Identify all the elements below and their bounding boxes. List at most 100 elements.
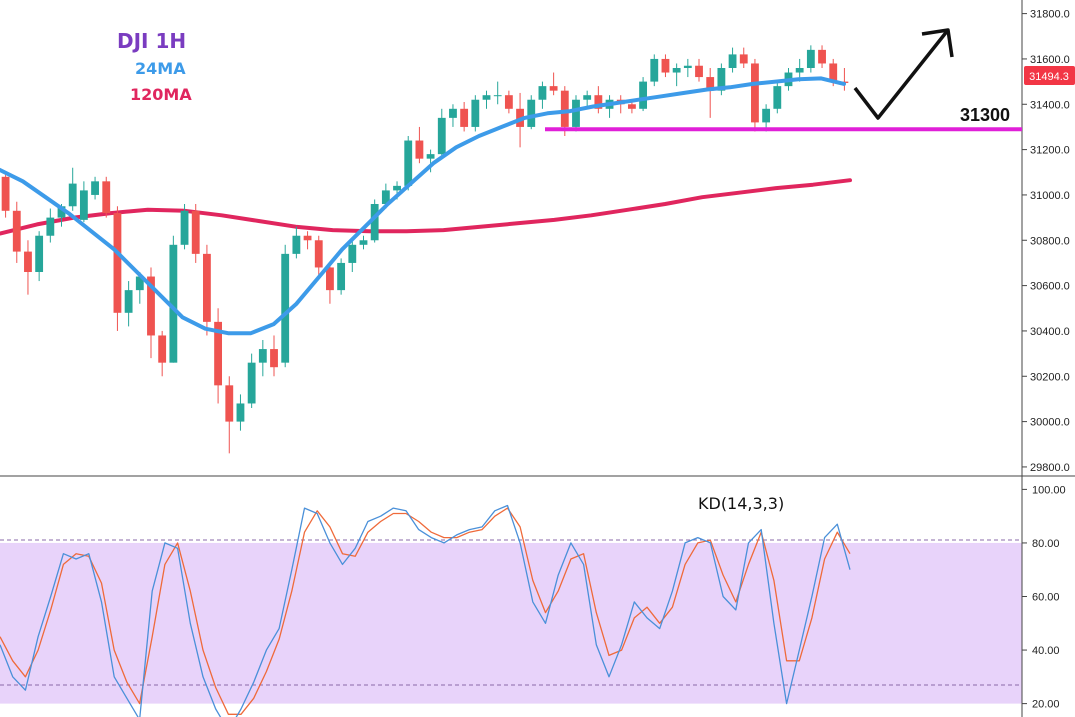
candle-body xyxy=(124,290,133,313)
candle-body xyxy=(460,108,469,127)
candle-body xyxy=(728,54,737,68)
candlestick-series xyxy=(1,45,849,454)
legend-ma120: 120MA xyxy=(130,85,192,104)
price-tick-label: 31600.0 xyxy=(1030,54,1070,66)
candle-body xyxy=(24,251,32,272)
candle-body xyxy=(773,86,782,109)
candle-body xyxy=(639,81,648,109)
candle-body xyxy=(102,181,111,214)
candle-body xyxy=(695,65,703,78)
candle-body xyxy=(683,65,692,68)
kd-indicator-label: KD(14,3,3) xyxy=(698,494,784,513)
candle-body xyxy=(191,210,200,254)
candle-body xyxy=(337,262,346,291)
ma120-line xyxy=(0,178,852,236)
candle-body xyxy=(12,210,21,252)
candle-body xyxy=(650,58,659,82)
kd-tick-label: 100.00 xyxy=(1032,484,1066,496)
candle-body xyxy=(135,276,144,291)
kd-overbought-oversold-band xyxy=(0,542,1022,704)
candle-body xyxy=(180,210,189,245)
price-tick-label: 31800.0 xyxy=(1030,9,1070,21)
candle-body xyxy=(370,204,379,241)
ma24-line xyxy=(0,76,846,336)
candle-body xyxy=(829,63,838,82)
candle-body xyxy=(717,68,726,91)
candle-body xyxy=(57,206,66,218)
candle-body xyxy=(449,108,457,118)
candle-body xyxy=(627,104,636,109)
legend-title: DJI 1H xyxy=(117,29,186,53)
candle-body xyxy=(806,49,815,68)
candle-body xyxy=(661,58,670,73)
candle-body xyxy=(359,240,368,245)
price-tick-label: 30000.0 xyxy=(1030,417,1070,429)
price-tick-label: 31200.0 xyxy=(1030,145,1070,157)
candle-body xyxy=(91,181,99,195)
candle-body xyxy=(437,117,446,155)
candle-body xyxy=(35,235,44,272)
candle-body xyxy=(348,244,357,263)
candle-body xyxy=(482,95,491,100)
candle-body xyxy=(247,362,256,404)
candle-body xyxy=(147,276,155,336)
candle-body xyxy=(225,385,234,422)
price-tick-label: 31000.0 xyxy=(1030,190,1070,202)
candle-body xyxy=(594,95,603,109)
candle-body xyxy=(292,235,301,254)
candle-body xyxy=(818,49,826,64)
candle-body xyxy=(381,190,390,204)
candle-body xyxy=(270,349,278,368)
candle-body xyxy=(751,63,759,123)
candle-body xyxy=(583,95,592,100)
kd-k-line xyxy=(0,504,851,717)
candle-body xyxy=(549,86,558,91)
candle-body xyxy=(572,99,580,127)
price-tick-label: 30400.0 xyxy=(1030,326,1070,338)
candle-body xyxy=(214,321,223,386)
price-tick-label: 30200.0 xyxy=(1030,371,1070,383)
current-price-label: 31494.3 xyxy=(1029,71,1069,83)
y-axis-ticks: 31800.0 31600.0 31400.0 31200.0 31000.0 30800… xyxy=(1022,9,1070,711)
legend-ma24: 24MA xyxy=(135,59,186,78)
candle-body xyxy=(113,213,122,313)
projection-arrow xyxy=(853,28,954,120)
candle-body xyxy=(68,183,77,207)
kd-series xyxy=(0,504,851,717)
candle-body xyxy=(202,253,211,322)
candle-body xyxy=(560,90,569,127)
candle-body xyxy=(739,54,748,64)
candle-body xyxy=(46,217,55,236)
kd-tick-label: 60.00 xyxy=(1032,592,1060,604)
candle-body xyxy=(314,240,323,268)
price-tick-label: 30600.0 xyxy=(1030,281,1070,293)
price-tick-label: 31400.0 xyxy=(1030,99,1070,111)
ma24-series xyxy=(0,76,846,336)
candle-body xyxy=(471,99,480,127)
candle-body xyxy=(258,349,267,363)
candle-body xyxy=(426,154,435,159)
candle-body xyxy=(169,244,178,363)
candle-body xyxy=(795,68,804,73)
candle-body xyxy=(1,176,10,211)
current-price-tag: 31494.3 xyxy=(1024,66,1075,85)
price-tick-label: 29800.0 xyxy=(1030,462,1070,474)
candle-body xyxy=(672,68,681,73)
candle-body xyxy=(493,95,502,97)
price-tick-label: 30800.0 xyxy=(1030,235,1070,247)
candle-body xyxy=(706,77,715,91)
kd-tick-label: 20.00 xyxy=(1032,699,1060,711)
kd-tick-label: 80.00 xyxy=(1032,538,1060,550)
kd-tick-label: 40.00 xyxy=(1032,645,1060,657)
candle-body xyxy=(326,267,334,291)
candle-body xyxy=(236,403,245,422)
candle-body xyxy=(158,335,167,363)
candle-body xyxy=(79,190,88,220)
ma120-series xyxy=(0,178,852,236)
candle-body xyxy=(415,140,424,159)
candle-body xyxy=(303,235,312,241)
candle-body xyxy=(762,108,771,123)
candle-body xyxy=(504,95,513,109)
